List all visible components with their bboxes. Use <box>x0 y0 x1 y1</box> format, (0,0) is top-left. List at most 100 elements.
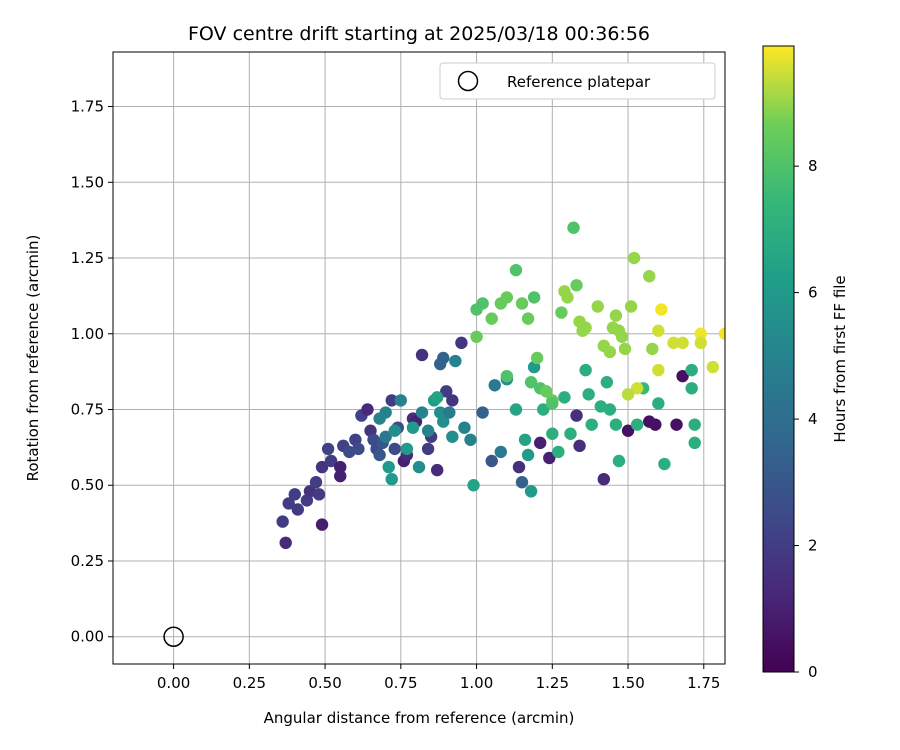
data-point <box>579 321 592 334</box>
data-point <box>655 303 668 316</box>
data-point <box>546 427 559 440</box>
data-point <box>718 327 725 340</box>
y-axis-label: Rotation from reference (arcmin) <box>24 235 42 482</box>
legend-box <box>439 62 716 100</box>
data-point <box>676 336 689 350</box>
data-point <box>500 291 514 304</box>
data-point <box>449 354 462 368</box>
data-point <box>291 503 305 516</box>
data-point <box>515 476 529 489</box>
data-point <box>609 418 623 431</box>
data-point <box>455 336 468 350</box>
data-point <box>667 336 680 350</box>
y-tick-label: 0.25 <box>71 552 104 570</box>
colorbar-tick-label: 2 <box>808 537 818 555</box>
y-tick-label: 0.00 <box>71 628 104 646</box>
data-point <box>388 442 401 456</box>
y-tick-label: 1.50 <box>71 173 104 191</box>
data-point <box>315 460 329 474</box>
colorbar-label: Hours from first FF file <box>831 275 849 442</box>
data-point <box>521 448 535 462</box>
y-tick-label: 1.25 <box>71 249 104 267</box>
data-point <box>288 488 301 501</box>
data-point <box>309 476 323 489</box>
data-point <box>385 472 398 486</box>
data-point <box>524 485 538 498</box>
colorbar-tick-label: 0 <box>808 663 818 681</box>
data-point <box>394 394 408 407</box>
data-point <box>415 406 429 419</box>
data-point <box>485 312 498 325</box>
data-point <box>685 363 698 377</box>
colorbar-tick-label: 6 <box>808 284 818 302</box>
data-point <box>652 397 665 410</box>
data-point <box>437 351 450 365</box>
data-point <box>279 536 292 550</box>
data-points <box>163 221 725 647</box>
data-point <box>670 418 683 431</box>
data-point <box>597 472 611 486</box>
x-tick-label: 0.25 <box>233 674 266 692</box>
data-point <box>485 454 498 468</box>
data-point <box>430 391 444 404</box>
x-tick-label: 1.75 <box>687 674 720 692</box>
x-tick-label: 0.50 <box>308 674 341 692</box>
data-point <box>561 291 574 304</box>
data-point <box>579 363 592 377</box>
data-point <box>558 391 571 404</box>
data-point <box>570 409 583 422</box>
data-point <box>361 403 374 416</box>
y-tick-label: 0.75 <box>71 401 104 419</box>
data-point <box>643 269 656 283</box>
data-point <box>537 403 550 416</box>
data-point <box>470 330 483 343</box>
data-point <box>524 376 538 389</box>
data-point <box>276 515 289 528</box>
x-tick-label: 1.00 <box>460 674 493 692</box>
data-point <box>512 460 526 474</box>
data-point <box>570 279 583 292</box>
x-tick-label: 1.25 <box>536 674 569 692</box>
data-point <box>540 385 553 398</box>
data-point <box>688 418 701 431</box>
data-point <box>373 448 386 462</box>
data-point <box>603 403 617 416</box>
data-point <box>385 394 398 407</box>
data-point <box>630 418 644 431</box>
data-point <box>406 421 420 434</box>
y-tick-label: 0.50 <box>71 476 104 494</box>
chart-title: FOV centre drift starting at 2025/03/18 … <box>188 23 650 45</box>
data-point <box>458 421 471 434</box>
data-point <box>500 369 514 383</box>
data-point <box>509 403 523 416</box>
data-point <box>412 460 426 474</box>
data-point <box>446 394 459 407</box>
data-point <box>543 451 556 465</box>
data-point <box>476 297 489 310</box>
data-point <box>555 306 568 319</box>
data-point <box>446 430 459 443</box>
data-point <box>379 430 392 443</box>
data-point <box>518 433 532 447</box>
data-point <box>400 442 414 456</box>
colorbar-tick-label: 8 <box>808 157 818 175</box>
colorbar-tick-label: 4 <box>808 410 818 428</box>
data-point <box>567 221 580 234</box>
data-point <box>564 427 577 440</box>
data-point <box>585 418 598 431</box>
colorbar-ticks: 0 2 4 6 8 <box>794 157 818 681</box>
data-point <box>321 442 335 456</box>
data-point <box>530 351 544 365</box>
data-point <box>315 518 329 531</box>
data-point <box>694 327 707 340</box>
data-point <box>430 463 444 477</box>
data-point <box>467 479 480 492</box>
data-point <box>685 382 698 395</box>
colorbar: 0 2 4 6 8 Hours from first FF file <box>762 45 849 681</box>
data-point <box>382 460 395 474</box>
data-point <box>388 424 401 437</box>
data-point <box>488 379 501 392</box>
data-point <box>658 457 671 471</box>
data-point <box>415 348 429 362</box>
